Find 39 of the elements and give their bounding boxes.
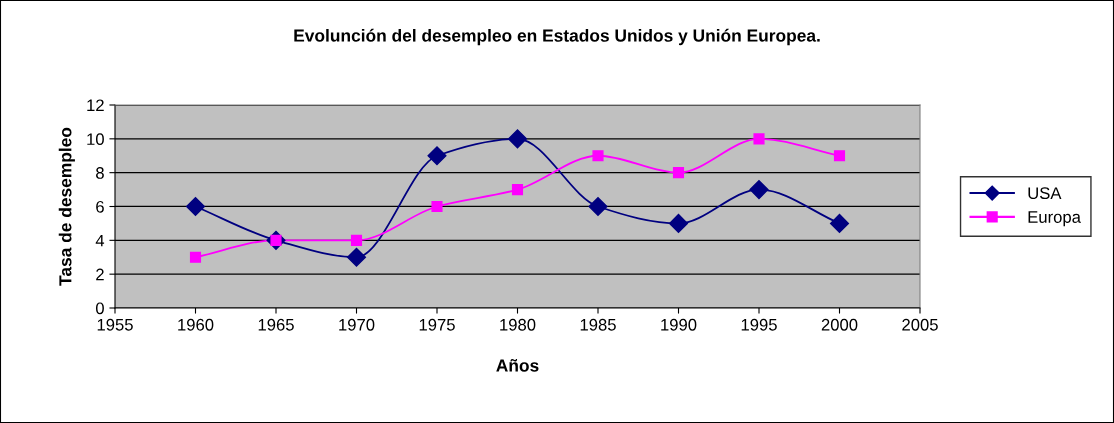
x-tick-label: 1995 xyxy=(741,318,777,331)
point xyxy=(431,200,443,213)
point xyxy=(511,184,524,196)
y-tick-label: 10 xyxy=(87,133,104,146)
legend-label: Europa xyxy=(1028,211,1081,227)
point xyxy=(672,167,685,179)
point xyxy=(753,133,765,145)
point xyxy=(829,213,850,233)
y-tick-label: 0 xyxy=(95,302,104,315)
point xyxy=(833,150,846,162)
x-tick-label: 1985 xyxy=(580,318,616,331)
x-tick-label: 1975 xyxy=(419,318,455,331)
x-tick-label: 2005 xyxy=(902,318,938,331)
x-tick-label: 1980 xyxy=(500,318,536,331)
chart-title: Evolunción del desempleo en Estados Unidos y Unión Europea. xyxy=(294,28,820,46)
legend-label: USA xyxy=(1028,187,1062,200)
x-tick-label: 2000 xyxy=(821,318,858,331)
x-tick-label: 1960 xyxy=(178,318,214,331)
point xyxy=(588,196,608,217)
point xyxy=(189,251,202,263)
point xyxy=(507,129,528,149)
y-tick-label: 2 xyxy=(96,268,104,281)
point xyxy=(749,180,769,200)
point xyxy=(185,196,206,217)
x-tick-label: 1965 xyxy=(258,318,294,331)
point xyxy=(668,213,689,233)
point xyxy=(592,150,604,162)
y-tick-label: 4 xyxy=(95,234,105,247)
x-tick-label: 1990 xyxy=(661,318,697,331)
x-tick-label: 1970 xyxy=(339,318,375,331)
point xyxy=(350,234,363,246)
y-tick-label: 8 xyxy=(96,167,104,179)
y-tick-label: 12 xyxy=(87,99,104,112)
x-tick-label: 1955 xyxy=(97,318,133,331)
point xyxy=(427,146,447,166)
x-axis-title: Años xyxy=(496,359,539,372)
y-tick-label: 6 xyxy=(96,200,104,213)
point xyxy=(346,247,367,267)
y-axis-title: Tasa de desempleo xyxy=(58,127,75,286)
